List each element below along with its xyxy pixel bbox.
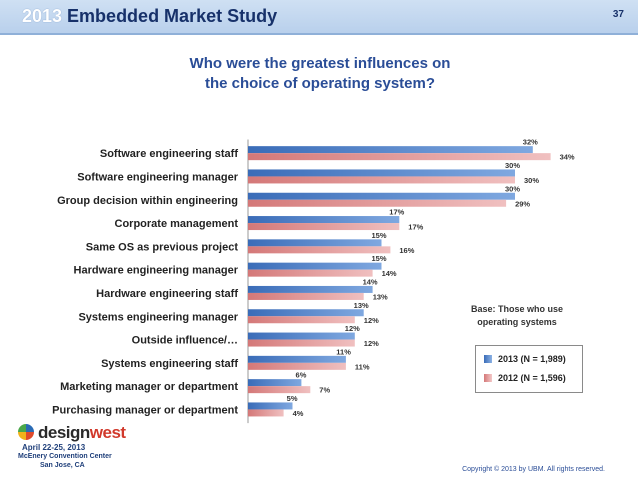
category-label: Outside influence/… xyxy=(132,335,238,347)
question-line-1: Who were the greatest influences on xyxy=(189,55,451,72)
page-number: 37 xyxy=(612,9,624,20)
bar-2013 xyxy=(248,192,515,200)
data-label-2012: 7% xyxy=(319,386,330,395)
category-label: Corporate management xyxy=(115,218,239,230)
bar-2013 xyxy=(248,285,373,293)
logo-word-design: design xyxy=(38,423,90,442)
logo-wordmark: designwest xyxy=(38,423,126,443)
data-label-2013: 11% xyxy=(336,347,351,356)
data-label-2013: 12% xyxy=(345,324,360,333)
bar-2012 xyxy=(248,176,515,184)
copyright: Copyright © 2013 by UBM. All rights rese… xyxy=(462,466,605,473)
category-label: Software engineering staff xyxy=(100,148,238,160)
bar-2012 xyxy=(248,409,284,417)
logo-venue: McEnery Convention Center xyxy=(18,453,112,460)
legend-swatch-2013 xyxy=(484,355,492,363)
category-label: Software engineering manager xyxy=(77,171,238,183)
base-note-line-1: Base: Those who use xyxy=(470,304,564,314)
category-label: Systems engineering manager xyxy=(78,311,238,323)
data-label-2012: 29% xyxy=(515,199,530,208)
bar-2012 xyxy=(248,223,400,231)
base-note-line-2: operating systems xyxy=(477,317,557,327)
bar-2012 xyxy=(248,316,355,324)
data-label-2013: 32% xyxy=(523,138,538,147)
title-bar: 2013 Embedded Market Study 37 xyxy=(0,0,638,35)
bar-2013 xyxy=(248,262,382,270)
bar-2012 xyxy=(248,269,373,277)
category-label: Purchasing manager or department xyxy=(52,404,238,416)
data-label-2013: 15% xyxy=(371,231,386,240)
bar-2012 xyxy=(248,386,311,394)
data-label-2012: 14% xyxy=(382,269,397,278)
bar-2012 xyxy=(248,339,355,347)
bar-2012 xyxy=(248,246,391,254)
slide-title: 2013 Embedded Market Study xyxy=(22,6,277,27)
data-label-2012: 11% xyxy=(355,362,370,371)
title-text: Embedded Market Study xyxy=(62,6,278,26)
legend-item-2013: 2013 (N = 1,989) xyxy=(484,354,566,364)
chart-question: Who were the greatest influences on the … xyxy=(160,54,480,94)
bar-2013 xyxy=(248,239,382,247)
data-label-2012: 12% xyxy=(364,316,379,325)
data-label-2012: 17% xyxy=(408,223,423,232)
category-label: Systems engineering staff xyxy=(101,358,238,370)
data-label-2012: 13% xyxy=(373,292,388,301)
bar-2012 xyxy=(248,292,364,300)
question-line-2: the choice of operating system? xyxy=(204,75,436,92)
bar-2013 xyxy=(248,146,533,154)
bar-2013 xyxy=(248,332,355,340)
legend-label-2012: 2012 (N = 1,596) xyxy=(498,373,566,383)
logo-circle-icon xyxy=(18,424,34,440)
base-note: Base: Those who use operating systems xyxy=(463,303,571,329)
data-label-2013: 30% xyxy=(505,184,520,193)
data-label-2012: 4% xyxy=(293,409,304,418)
data-label-2013: 13% xyxy=(354,301,369,310)
bar-2012 xyxy=(248,199,507,207)
bar-2012 xyxy=(248,362,346,370)
bar-2013 xyxy=(248,379,302,387)
legend: 2013 (N = 1,989) 2012 (N = 1,596) xyxy=(475,345,583,393)
data-label-2012: 34% xyxy=(560,153,575,162)
logo-dates: April 22-25, 2013 xyxy=(22,443,86,452)
category-label: Hardware engineering manager xyxy=(74,265,239,277)
legend-item-2012: 2012 (N = 1,596) xyxy=(484,373,566,383)
logo-word-west: west xyxy=(89,423,126,442)
legend-label-2013: 2013 (N = 1,989) xyxy=(498,354,566,364)
category-label: Same OS as previous project xyxy=(86,241,239,253)
bar-2013 xyxy=(248,309,364,317)
data-label-2013: 15% xyxy=(371,254,386,263)
data-label-2013: 14% xyxy=(363,277,378,286)
data-label-2013: 17% xyxy=(389,208,404,217)
category-label: Marketing manager or department xyxy=(60,381,238,393)
bar-2013 xyxy=(248,169,515,177)
designwest-logo: designwest April 22-25, 2013 McEnery Con… xyxy=(18,420,138,472)
logo-city: San Jose, CA xyxy=(40,462,85,469)
data-label-2013: 5% xyxy=(287,394,298,403)
category-label: Group decision within engineering xyxy=(57,195,238,207)
bar-2013 xyxy=(248,402,293,410)
data-label-2012: 12% xyxy=(364,339,379,348)
bar-2013 xyxy=(248,216,400,224)
title-year: 2013 xyxy=(22,6,63,26)
bar-2013 xyxy=(248,355,346,363)
legend-swatch-2012 xyxy=(484,374,492,382)
bar-2012 xyxy=(248,153,551,161)
data-label-2013: 6% xyxy=(296,371,307,380)
data-label-2012: 30% xyxy=(524,176,539,185)
data-label-2013: 30% xyxy=(505,161,520,170)
category-label: Hardware engineering staff xyxy=(96,288,238,300)
data-label-2012: 16% xyxy=(399,246,414,255)
